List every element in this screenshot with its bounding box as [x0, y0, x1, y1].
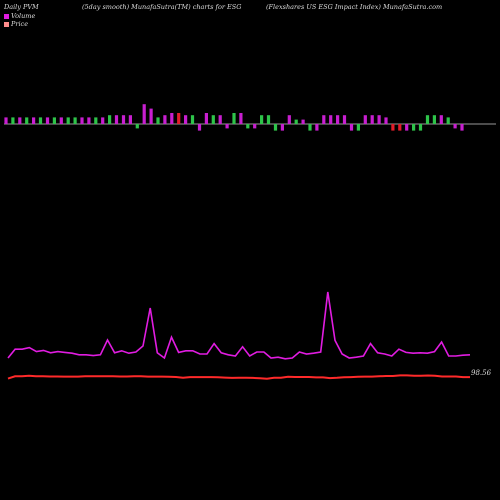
volume-bar	[246, 124, 250, 129]
volume-bar	[273, 124, 278, 131]
volume-bar	[211, 115, 215, 124]
volume-bar	[329, 115, 333, 124]
volume-bar	[349, 124, 354, 131]
volume-bar	[405, 124, 409, 131]
legend-price: Price	[4, 20, 28, 28]
header-middle: (5day smooth) MunafaSutra(TM) charts for…	[82, 3, 242, 11]
volume-bar	[218, 115, 222, 124]
volume-bar	[163, 115, 167, 124]
volume-bar	[128, 115, 132, 124]
volume-bar	[184, 115, 188, 124]
volume-bar	[301, 119, 305, 124]
volume-bar	[121, 115, 126, 124]
volume-bar	[446, 117, 450, 124]
volume-bar	[439, 115, 443, 124]
volume-bar	[308, 124, 312, 131]
volume-bar	[18, 117, 22, 124]
volume-bar	[101, 117, 105, 124]
volume-bar	[177, 113, 181, 124]
volume-bar	[384, 117, 388, 124]
volume-bar	[377, 115, 381, 124]
legend-volume: Volume	[4, 12, 35, 20]
volume-bar	[287, 115, 291, 124]
header-right: (Flexshares US ESG Impact Index) MunafaS…	[266, 3, 443, 11]
price-series-line	[7, 374, 470, 380]
volume-bar	[398, 124, 402, 131]
price-label: 98.56	[471, 369, 492, 377]
volume-bar	[363, 115, 367, 124]
volume-bar	[342, 115, 347, 124]
volume-bar	[260, 115, 264, 124]
volume-bar	[94, 117, 98, 124]
volume-bar	[38, 117, 43, 124]
volume-bars	[4, 104, 464, 131]
volume-bar	[59, 117, 63, 124]
volume-bar	[356, 124, 360, 131]
volume-bar	[66, 117, 70, 124]
volume-bar	[156, 117, 160, 124]
volume-bar	[412, 124, 416, 131]
volume-bar	[52, 117, 56, 124]
volume-bar	[114, 115, 119, 124]
volume-bar	[418, 124, 423, 131]
volume-bar	[460, 124, 464, 131]
volume-bar	[4, 117, 8, 124]
legend-volume-label: Volume	[11, 12, 36, 20]
volume-bar	[170, 113, 174, 124]
volume-bar	[266, 115, 271, 124]
volume-bar	[32, 117, 36, 124]
volume-bar	[225, 124, 229, 129]
volume-bar	[135, 124, 139, 129]
volume-bar	[391, 124, 395, 131]
volume-bar	[45, 117, 50, 124]
volume-bar	[25, 117, 29, 124]
legend-price-swatch	[4, 22, 9, 27]
volume-bar	[453, 124, 457, 129]
volume-bar	[425, 115, 430, 124]
volume-bar	[315, 124, 319, 131]
volume-bar	[253, 124, 257, 129]
volume-bar	[80, 117, 84, 124]
legend-price-label: Price	[11, 20, 29, 28]
volume-bar	[190, 115, 195, 124]
legend-volume-swatch	[4, 14, 9, 19]
volume-bar	[73, 117, 77, 124]
volume-bar	[142, 104, 146, 124]
volume-bar	[87, 117, 91, 124]
volume-bar	[108, 115, 112, 124]
volume-bar	[370, 115, 374, 124]
volume-bar	[204, 113, 208, 124]
header-left: Daily PVM	[4, 3, 39, 11]
volume-bar	[197, 124, 202, 131]
volume-bar	[432, 115, 436, 124]
volume-bar	[336, 115, 340, 124]
volume-bar	[280, 124, 284, 131]
volume-bar	[11, 117, 15, 124]
volume-bar	[294, 119, 298, 124]
volume-bar	[322, 115, 326, 124]
volume-bar	[149, 108, 153, 124]
volume-series-line	[7, 291, 471, 360]
volume-bar	[239, 113, 243, 124]
volume-bar	[232, 113, 236, 124]
